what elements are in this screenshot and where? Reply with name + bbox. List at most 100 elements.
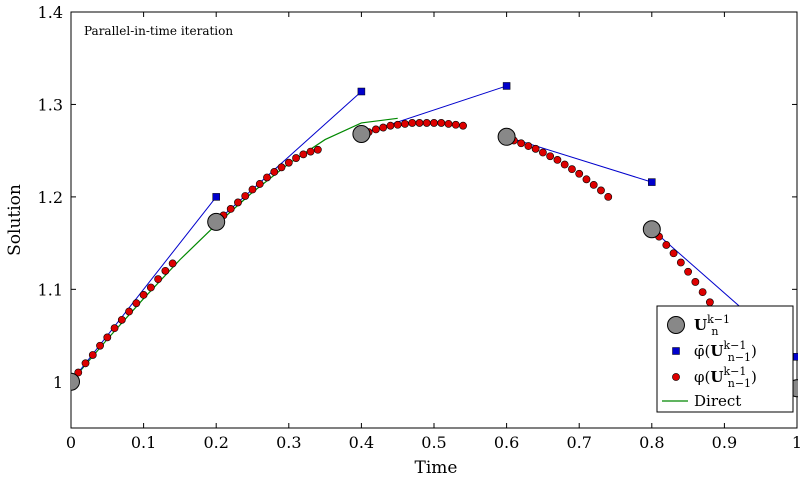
fine-point — [669, 249, 678, 258]
fine-point — [437, 119, 446, 127]
fine-point — [139, 290, 148, 299]
coarse-square-point — [212, 193, 220, 201]
iterate-point — [352, 125, 371, 144]
fine-point — [226, 205, 235, 213]
fine-point — [517, 139, 526, 148]
iterate-point — [497, 127, 516, 146]
y-tick-label: 1.2 — [38, 188, 63, 207]
coarse-square-point — [502, 82, 511, 90]
fine-point — [430, 119, 438, 127]
fine-point — [589, 180, 598, 189]
fine-point — [168, 259, 177, 268]
fine-point — [662, 241, 671, 249]
axes-ticks: 0 0.1 0.2 0.3 0.4 0.5 0.6 0.7 0.8 0.9 1 1 1.1 1.2 1.3 1… — [38, 3, 803, 452]
y-tick-label: 1.3 — [38, 95, 63, 114]
fine-point — [597, 186, 605, 195]
fine-point — [546, 152, 555, 161]
legend: Uk−1 nφ̄(Uk−1 n−1)φ(Uk−1 n−1) Direct — [656, 305, 794, 413]
iterate-point — [642, 220, 661, 239]
fine-point — [422, 119, 431, 127]
x-tick-label: 0.5 — [421, 433, 446, 452]
series-layer — [71, 82, 798, 398]
x-tick-label: 0.1 — [131, 433, 156, 452]
fine-point — [299, 150, 308, 159]
fine-point — [117, 315, 126, 324]
fine-point — [560, 160, 569, 169]
fine-point — [539, 148, 547, 157]
fine-point — [88, 351, 97, 359]
y-tick-label: 1.4 — [38, 3, 63, 22]
fine-point — [386, 121, 395, 130]
legend-symbol-coarse — [672, 347, 680, 355]
fine-point — [74, 368, 83, 377]
fine-point — [379, 123, 388, 132]
fine-point — [575, 169, 584, 178]
x-tick-label: 0.2 — [203, 433, 228, 452]
legend-label: φ̄(Uk−1 n−1) — [694, 339, 757, 364]
legend-symbol-iterate — [667, 316, 685, 334]
fine-point — [81, 359, 90, 368]
x-tick-label: 0 — [66, 433, 76, 452]
fine-point — [154, 275, 163, 284]
fine-point — [582, 175, 591, 184]
fine-point — [306, 147, 315, 156]
x-tick-label: 0.4 — [349, 433, 374, 452]
fine-point — [401, 119, 409, 128]
fine-point — [604, 192, 613, 201]
fine-point — [531, 144, 540, 153]
fine-point — [691, 278, 700, 286]
x-tick-label: 0.7 — [566, 433, 591, 452]
fine-point — [284, 158, 293, 167]
coarse-segment — [71, 196, 217, 383]
fine-point — [313, 145, 322, 154]
legend-label: Direct — [694, 392, 741, 410]
fine-point — [524, 142, 533, 150]
y-axis-title: Solution — [5, 184, 25, 256]
x-tick-label: 0.6 — [494, 433, 519, 452]
fine-point — [393, 120, 402, 129]
chart-annotation: Parallel-in-time iteration — [84, 24, 233, 38]
fine-point — [277, 163, 286, 172]
fine-point — [234, 198, 242, 207]
fine-point — [263, 173, 271, 182]
fine-point — [161, 266, 170, 275]
fine-point — [110, 324, 119, 333]
fine-point — [125, 307, 133, 316]
legend-label: Uk−1 n — [694, 313, 730, 338]
legend-label: φ(Uk−1 n−1) — [694, 365, 757, 390]
fine-point — [705, 298, 714, 307]
fine-point — [270, 168, 279, 176]
fine-point — [103, 333, 112, 342]
fine-point — [132, 299, 141, 308]
fine-point — [408, 119, 417, 127]
fine-point — [459, 121, 467, 130]
x-tick-label: 0.3 — [276, 433, 301, 452]
y-tick-label: 1 — [53, 373, 63, 392]
fine-point — [146, 283, 155, 292]
fine-point — [248, 185, 257, 194]
x-axis-title: Time — [415, 458, 458, 478]
fine-point — [676, 258, 685, 267]
coarse-square-point — [357, 87, 366, 96]
iterate-point — [71, 372, 80, 391]
fine-point — [292, 154, 300, 162]
fine-point — [415, 119, 424, 127]
fine-point — [698, 288, 707, 297]
fine-point — [553, 156, 562, 164]
x-tick-label: 1 — [792, 433, 802, 452]
fine-point — [255, 180, 264, 188]
x-tick-label: 0.8 — [639, 433, 664, 452]
coarse-square-point — [648, 178, 656, 186]
fine-point — [568, 165, 576, 174]
fine-point — [444, 119, 453, 128]
fine-point — [451, 120, 460, 129]
coarse-square-point — [793, 353, 798, 361]
fine-point — [684, 267, 692, 276]
legend-symbol-fine — [672, 373, 680, 381]
x-tick-label: 0.9 — [712, 433, 737, 452]
fine-point — [96, 341, 104, 350]
y-tick-label: 1.1 — [38, 280, 63, 299]
fine-point — [241, 192, 250, 200]
fine-point — [372, 125, 380, 134]
